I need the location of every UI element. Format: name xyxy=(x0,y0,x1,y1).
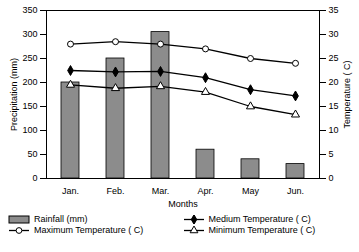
svg-text:Precipitation (mm): Precipitation (mm) xyxy=(9,58,19,131)
svg-text:300: 300 xyxy=(22,29,37,39)
svg-text:Feb.: Feb. xyxy=(106,186,124,196)
svg-text:100: 100 xyxy=(22,125,37,135)
svg-text:25: 25 xyxy=(329,53,339,63)
svg-text:50: 50 xyxy=(27,149,37,159)
svg-text:150: 150 xyxy=(22,101,37,111)
svg-text:Apr.: Apr. xyxy=(197,186,213,196)
html-text:Minimum Temperature ( C): Minimum Temperature ( C) xyxy=(208,225,316,235)
svg-text:200: 200 xyxy=(22,77,37,87)
svg-text:30: 30 xyxy=(329,29,339,39)
svg-text:May: May xyxy=(242,186,260,196)
svg-text:250: 250 xyxy=(22,53,37,63)
svg-text:0: 0 xyxy=(329,173,334,183)
svg-text:350: 350 xyxy=(22,5,37,15)
html-text:Medium Temperature ( C): Medium Temperature ( C) xyxy=(208,214,311,224)
svg-text:Mar.: Mar. xyxy=(152,186,170,196)
svg-text:15: 15 xyxy=(329,101,339,111)
svg-text:35: 35 xyxy=(329,5,339,15)
svg-text:Jun.: Jun. xyxy=(287,186,304,196)
html-text:Rainfall (mm): Rainfall (mm) xyxy=(34,214,88,224)
html-text:Maximum Temperature ( C): Maximum Temperature ( C) xyxy=(34,225,144,235)
svg-text:Temperature ( C): Temperature ( C) xyxy=(342,60,352,128)
svg-text:Jan.: Jan. xyxy=(62,186,79,196)
svg-text:20: 20 xyxy=(329,77,339,87)
svg-text:5: 5 xyxy=(329,149,334,159)
svg-text:Months: Months xyxy=(168,199,198,209)
svg-text:0: 0 xyxy=(32,173,37,183)
svg-text:10: 10 xyxy=(329,125,339,135)
